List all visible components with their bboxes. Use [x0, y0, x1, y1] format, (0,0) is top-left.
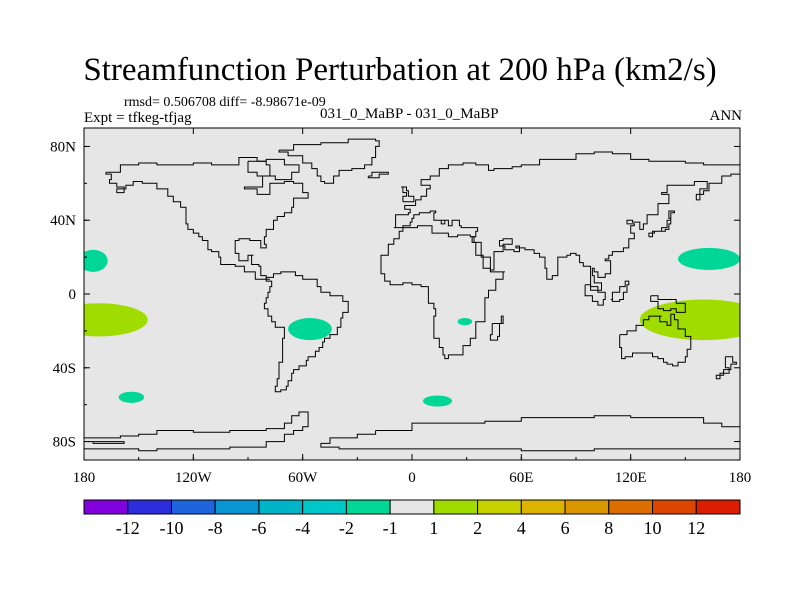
colorbar-label: -4 — [295, 518, 310, 538]
coastline-new-zealand — [715, 356, 737, 380]
coastline-iceland — [367, 171, 389, 179]
colorbar-swatch — [170, 499, 216, 515]
y-tick-label: 80N — [50, 139, 76, 155]
colorbar-swatch — [302, 499, 347, 515]
colorbar-swatch — [127, 499, 172, 515]
contour-region-0 — [84, 249, 108, 272]
colorbar-label: 12 — [687, 518, 705, 538]
colorbar-label: -10 — [159, 518, 183, 538]
colorbar-label: 6 — [561, 518, 570, 538]
contour-region-4 — [118, 391, 145, 403]
y-tick-label: 0 — [69, 287, 77, 303]
coastline-baffin — [247, 158, 300, 181]
coastline-north-america — [105, 157, 309, 280]
colorbar-swatch — [520, 499, 566, 515]
coastline-africa — [380, 225, 505, 360]
coastline-uk — [401, 186, 415, 203]
y-tick-label: 80S — [53, 435, 76, 451]
colorbar-swatch — [564, 499, 610, 515]
x-tick-label: 0 — [408, 470, 416, 486]
y-tick-label: 40S — [53, 361, 76, 377]
chart-title: Streamfunction Perturbation at 200 hPa (… — [83, 52, 717, 88]
x-tick-label: 120W — [175, 470, 213, 486]
coastline-ross-ice — [87, 441, 125, 444]
x-tick-label: 180 — [729, 470, 752, 486]
coastline-madagascar — [489, 315, 504, 341]
colorbar: -12 -10 -8 -6 -4 -2 -1 1 2 4 6 8 10 12 — [83, 499, 741, 538]
colorbar-label: 2 — [473, 518, 482, 538]
colorbar-swatch — [608, 499, 654, 515]
x-tick-label: 60W — [288, 470, 318, 486]
colorbar-label: -12 — [116, 518, 140, 538]
colorbar-swatch — [433, 499, 479, 515]
colorbar-swatch — [477, 499, 522, 515]
contour-region-2 — [288, 317, 332, 341]
colorbar-swatch — [214, 499, 260, 515]
plot-background — [84, 128, 740, 460]
coastline-antarctica — [84, 411, 309, 452]
coastline-japan — [648, 210, 675, 238]
colorbar-swatch — [389, 499, 435, 515]
experiment-label: Expt = tfkeg-tfjag — [84, 110, 192, 126]
period-label: ANN — [709, 108, 743, 124]
coastline-borneo — [610, 280, 630, 302]
coastline-antarctica-east — [320, 415, 740, 452]
coastline-sumatra — [584, 284, 606, 306]
colorbar-swatch — [258, 499, 304, 515]
colorbar-label: -2 — [339, 518, 354, 538]
colorbar-swatch — [652, 499, 697, 515]
x-tick-label: 120E — [615, 470, 647, 486]
y-tick-label: 40N — [50, 213, 76, 229]
colorbar-label: -6 — [251, 518, 266, 538]
colorbar-label: 8 — [604, 518, 613, 538]
contour-region-7 — [639, 299, 740, 341]
coastline-australia — [619, 313, 692, 367]
colorbar-label: 10 — [644, 518, 662, 538]
colorbar-label: -8 — [208, 518, 223, 538]
colorbar-label: -1 — [383, 518, 398, 538]
colorbar-swatch — [695, 499, 741, 515]
coastline-south-america — [263, 271, 349, 393]
coastline-eurasia — [393, 151, 740, 291]
coastlines — [84, 138, 740, 452]
stats-text: rmsd= 0.506708 diff= -8.98671e-09 — [124, 95, 326, 110]
contour-regions — [84, 247, 740, 407]
colorbar-swatch — [345, 499, 391, 515]
coastline-new-guinea — [650, 295, 686, 313]
colorbar-label: 4 — [517, 518, 526, 538]
case-label: 031_0_MaBP - 031_0_MaBP — [320, 106, 499, 122]
coastline-greenland — [278, 138, 380, 184]
contour-region-5 — [422, 395, 453, 407]
colorbar-label: 1 — [429, 518, 438, 538]
axis-ticks: 180 120W 60W 0 60E 120E 180 80N 40N 0 40S 80S — [50, 128, 751, 486]
colorbar-swatch — [83, 499, 129, 515]
x-tick-label: 180 — [73, 470, 96, 486]
contour-region-1 — [678, 247, 740, 271]
x-tick-label: 60E — [509, 470, 533, 486]
contour-region-6 — [84, 303, 148, 337]
contour-region-3 — [457, 317, 473, 326]
